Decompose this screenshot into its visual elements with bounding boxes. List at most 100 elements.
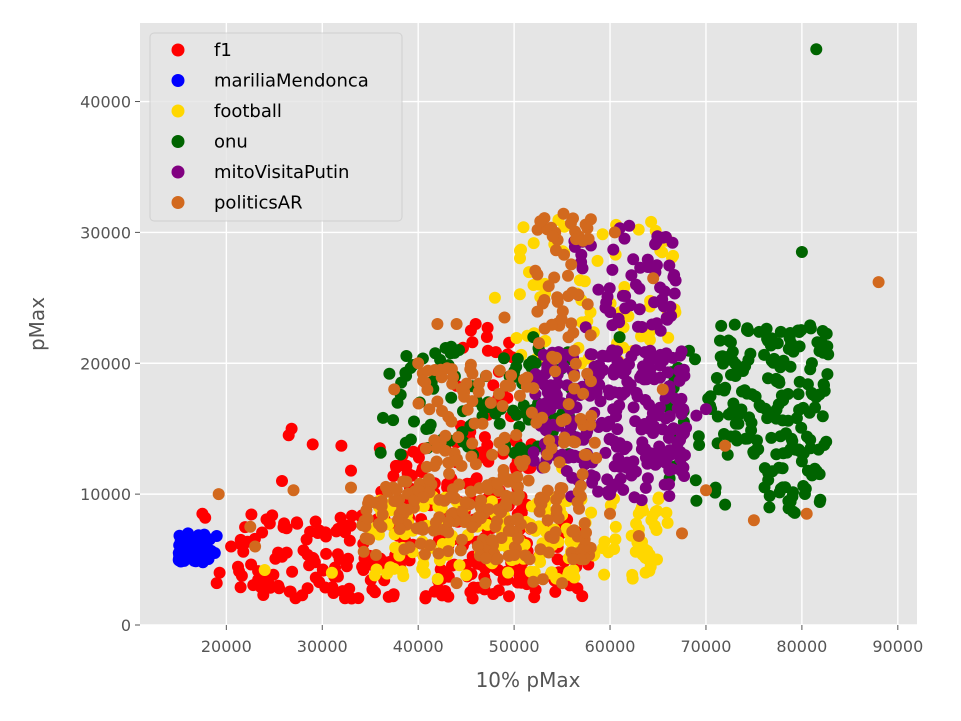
data-point <box>297 544 310 557</box>
data-point <box>733 361 745 374</box>
y-tick-label: 40000 <box>80 93 131 112</box>
data-point <box>543 434 556 447</box>
data-point <box>654 371 666 384</box>
y-axis-ticks: 0 10000 20000 30000 40000 <box>80 93 140 635</box>
data-point <box>565 258 578 271</box>
data-point <box>584 213 597 226</box>
data-point <box>460 569 473 582</box>
data-point <box>718 428 730 440</box>
data-point <box>804 322 817 335</box>
data-point <box>306 438 319 451</box>
data-point <box>677 403 690 416</box>
data-point <box>521 371 534 384</box>
data-point <box>377 411 389 424</box>
data-point <box>609 533 622 546</box>
data-point <box>531 305 544 318</box>
data-point <box>550 244 562 257</box>
data-point <box>662 432 675 444</box>
legend-label-football: football <box>214 101 282 122</box>
data-point <box>776 462 789 475</box>
series-mariliaMendonca <box>172 527 223 569</box>
data-point <box>486 448 499 461</box>
data-point <box>722 350 735 363</box>
x-tick-label: 50000 <box>489 637 540 656</box>
data-point <box>448 346 461 359</box>
data-point <box>417 374 430 387</box>
legend-marker-mariliaMendonca <box>171 74 185 87</box>
data-point <box>287 484 300 497</box>
data-point <box>442 590 455 603</box>
data-point <box>766 465 779 478</box>
data-point <box>515 503 528 516</box>
data-point <box>872 276 885 289</box>
data-point <box>254 581 267 594</box>
data-point <box>675 465 688 477</box>
data-point <box>538 378 551 391</box>
data-point <box>459 496 472 509</box>
data-point <box>554 482 567 494</box>
data-point <box>656 423 669 436</box>
data-point <box>665 448 677 461</box>
data-point <box>497 469 510 482</box>
data-point <box>643 398 655 411</box>
data-point <box>498 431 511 444</box>
data-point <box>345 592 358 605</box>
data-point <box>742 325 755 337</box>
data-point <box>497 444 510 457</box>
data-point <box>667 249 680 262</box>
data-point <box>392 513 404 526</box>
data-point <box>542 280 555 293</box>
data-point <box>474 512 487 525</box>
data-point <box>718 384 731 397</box>
data-point <box>466 336 479 349</box>
data-point <box>525 406 538 419</box>
data-point <box>639 481 652 494</box>
data-point <box>593 368 606 381</box>
x-axis-ticks: 20000 30000 40000 50000 60000 70000 80000 90000 <box>201 625 923 656</box>
data-point <box>650 235 663 248</box>
data-point <box>393 523 406 535</box>
data-point <box>709 481 722 494</box>
data-point <box>514 252 526 265</box>
data-point <box>573 274 586 287</box>
data-point <box>763 501 776 514</box>
data-point <box>617 367 630 380</box>
data-point <box>444 491 457 504</box>
data-point <box>642 421 655 433</box>
data-point <box>820 435 833 448</box>
data-point <box>568 344 581 357</box>
data-point <box>721 448 734 461</box>
data-point <box>290 516 303 529</box>
data-point <box>187 547 200 560</box>
data-point <box>544 402 557 415</box>
data-point <box>565 317 578 330</box>
data-point <box>510 513 523 526</box>
series-onu <box>374 43 835 519</box>
data-point <box>795 455 808 468</box>
legend: f1 mariliaMendonca football onu mitoVisitaPu… <box>149 32 403 222</box>
data-point <box>336 585 349 598</box>
data-point <box>598 568 611 581</box>
data-point <box>424 539 437 552</box>
data-point <box>571 496 584 509</box>
data-point <box>656 383 669 396</box>
data-point <box>555 313 568 326</box>
data-point <box>729 417 742 430</box>
data-point <box>821 368 834 381</box>
data-point <box>567 553 580 566</box>
data-point <box>320 547 333 560</box>
data-point <box>743 411 756 424</box>
data-point <box>623 219 636 232</box>
data-point <box>585 506 598 519</box>
data-point <box>232 560 244 573</box>
data-point <box>432 547 445 560</box>
data-point <box>419 442 432 455</box>
data-point <box>793 326 806 338</box>
data-point <box>661 516 674 529</box>
data-point <box>667 271 680 284</box>
legend-marker-football <box>171 104 185 118</box>
data-point <box>550 503 563 516</box>
data-point <box>576 468 589 481</box>
data-point <box>286 565 299 578</box>
data-point <box>603 415 616 428</box>
